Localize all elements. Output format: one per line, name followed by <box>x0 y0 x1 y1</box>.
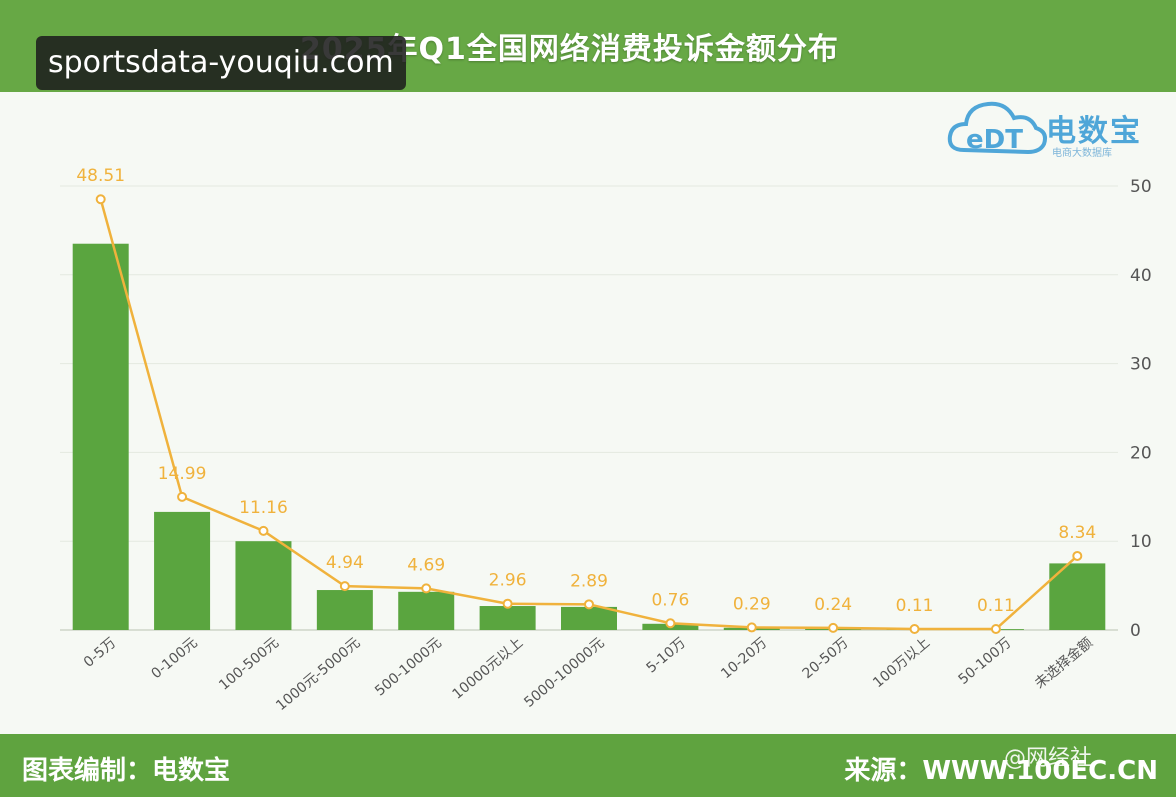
x-tick-label: 10000元以上 <box>450 635 527 703</box>
data-label: 4.69 <box>407 555 445 575</box>
data-label: 0.24 <box>814 595 852 615</box>
data-label: 0.11 <box>896 596 934 616</box>
x-tick-label: 0-5万 <box>81 635 120 671</box>
data-label: 2.96 <box>489 571 527 591</box>
x-tick-label: 未选择金额 <box>1032 635 1096 692</box>
svg-text:eDT: eDT <box>966 125 1023 155</box>
x-tick-label: 10-20万 <box>718 635 770 682</box>
x-tick-label: 50-100万 <box>955 635 1014 688</box>
data-label: 0.76 <box>651 590 689 610</box>
bar <box>479 606 536 630</box>
data-label: 14.99 <box>158 464 207 484</box>
x-tick-label: 5000-10000元 <box>521 635 607 711</box>
y-tick-label: 30 <box>1130 355 1152 375</box>
bar <box>72 243 129 630</box>
line-point <box>258 525 269 536</box>
line-point <box>909 624 920 635</box>
bar <box>316 590 373 630</box>
x-tick-label: 500-1000元 <box>372 635 445 700</box>
x-tick-label: 5-10万 <box>644 635 689 677</box>
y-tick-label: 50 <box>1130 177 1152 197</box>
data-label: 4.94 <box>326 553 364 573</box>
data-label: 11.16 <box>239 498 288 518</box>
footer-banner: 图表编制：电数宝 @网经社 来源：WWW.100EC.CN <box>0 734 1176 797</box>
x-tick-label: 20-50万 <box>800 635 852 682</box>
bar <box>398 591 455 630</box>
y-tick-label: 10 <box>1130 532 1152 552</box>
data-label: 8.34 <box>1058 523 1096 543</box>
line-point <box>339 581 350 592</box>
x-tick-label: 100-500元 <box>216 635 282 694</box>
x-tick-label: 1000元-5000元 <box>273 635 363 714</box>
line-point <box>95 194 106 205</box>
data-label: 2.89 <box>570 571 608 591</box>
logo-brand-text: 电数宝 <box>1046 114 1142 149</box>
bar <box>235 541 292 630</box>
brand-logo: eDT 电数宝 电商大数据库 <box>944 92 1176 164</box>
footer-source: 来源：WWW.100EC.CN <box>844 756 1158 786</box>
x-tick-label: 0-100元 <box>148 635 200 682</box>
logo-tagline: 电商大数据库 <box>1052 148 1112 159</box>
y-tick-label: 0 <box>1130 621 1141 641</box>
line-point <box>746 622 757 633</box>
data-label: 0.11 <box>977 596 1015 616</box>
line-point <box>1072 550 1083 561</box>
line-point <box>502 598 513 609</box>
footer-stamp: @网经社 <box>1004 746 1093 771</box>
x-tick-label: 100万以上 <box>870 635 933 691</box>
footer-credit: 图表编制：电数宝 <box>22 756 231 786</box>
y-tick-label: 40 <box>1130 266 1152 286</box>
line-point <box>828 622 839 633</box>
cloud-logo-icon: eDT <box>947 101 1047 155</box>
line-point <box>584 599 594 610</box>
y-tick-label: 20 <box>1130 443 1152 463</box>
data-label: 48.51 <box>76 166 125 186</box>
bar <box>1049 563 1106 630</box>
bar <box>561 606 617 630</box>
line-point <box>990 624 1001 635</box>
bar <box>154 511 211 630</box>
line-point <box>177 491 188 502</box>
data-label: 0.29 <box>733 594 771 614</box>
line-point <box>421 583 432 594</box>
watermark-banner: sportsdata-youqiu.com <box>36 36 406 90</box>
line-point <box>665 618 676 629</box>
